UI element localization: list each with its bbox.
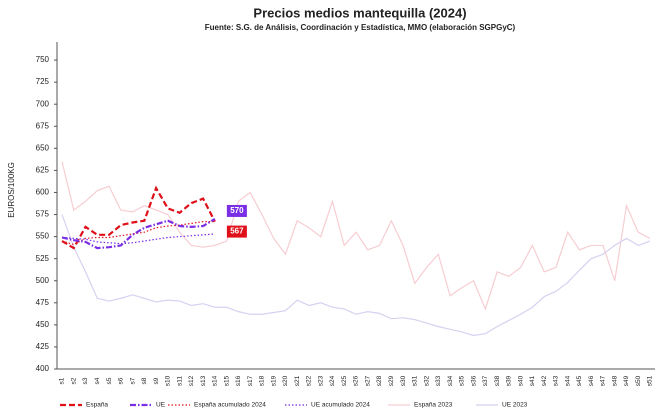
legend-label: España 2023 [414,402,453,409]
x-tick-label: s14 [212,375,219,386]
y-tick-label: 550 [36,232,50,241]
x-tick-label: s44 [564,375,571,386]
y-tick-label: 700 [36,99,50,108]
x-tick-label: s49 [623,375,630,386]
y-tick-label: 650 [36,143,50,152]
y-tick-label: 600 [36,188,50,197]
chart-title: Precios medios mantequilla (2024) [253,5,466,20]
x-tick-label: s13 [200,375,207,386]
x-tick-label: s8 [141,377,148,384]
x-tick-label: s9 [153,377,160,384]
y-tick-label: 675 [36,121,50,130]
x-tick-label: s51 [647,375,654,386]
x-tick-label: s40 [517,375,524,386]
x-tick-label: s50 [635,375,642,386]
x-tick-label: s41 [529,375,536,386]
x-tick-label: s24 [329,375,336,386]
y-tick-label: 750 [36,55,50,64]
y-tick-label: 725 [36,77,50,86]
x-tick-label: s46 [588,375,595,386]
series-line [61,220,215,246]
x-tick-label: s28 [376,375,383,386]
x-tick-label: s22 [306,375,313,386]
x-tick-label: s17 [247,375,254,386]
x-tick-label: s47 [600,375,607,386]
value-label-box [226,225,247,238]
x-tick-label: s11 [176,376,183,386]
x-tick-label: s19 [270,375,277,386]
x-tick-label: s42 [541,375,548,386]
x-tick-label: s25 [341,375,348,386]
x-tick-label: s3 [82,377,89,384]
x-tick-label: s16 [235,375,242,386]
x-tick-label: s36 [470,375,477,386]
x-tick-label: s26 [353,375,360,386]
x-tick-label: s10 [165,375,172,386]
series-line [61,161,651,311]
y-tick-label: 500 [36,276,50,285]
value-label: 570 [230,206,244,215]
y-tick-label: 425 [36,342,50,351]
x-tick-label: s30 [400,375,407,386]
x-tick-label: s7 [129,377,136,384]
x-tick-label: s27 [364,375,371,386]
x-tick-label: s35 [459,375,466,386]
x-tick-label: s31 [412,375,419,386]
x-tick-label: s4 [94,377,101,384]
x-tick-label: s34 [447,375,454,386]
y-tick-label: 525 [36,254,50,263]
y-axis-label: EUROS/100KG [7,162,16,218]
x-tick-label: s48 [611,375,618,386]
x-tick-label: s21 [294,375,301,386]
x-tick-label: s5 [106,377,113,384]
y-tick-label: 450 [36,320,50,329]
x-tick-label: s15 [223,375,230,386]
x-tick-label: s6 [118,377,125,384]
x-tick-label: s18 [259,375,266,386]
series-line [61,185,216,250]
value-label-box [226,204,247,217]
y-tick-label: 475 [36,298,50,307]
legend-label: UE 2023 [502,402,528,409]
x-tick-label: s43 [553,375,560,386]
value-label: 567 [230,227,244,236]
legend-label: España [86,402,108,409]
chart-subtitle: Fuente: S.G. de Análisis, Coordinación y… [205,23,516,32]
x-tick-label: s2 [70,377,77,384]
series-line [61,233,215,245]
x-tick-label: s45 [576,375,583,386]
y-tick-label: 575 [36,210,50,219]
series-line [61,218,216,250]
y-tick-label: 625 [36,166,50,175]
x-tick-label: s12 [188,375,195,386]
x-tick-label: s23 [317,375,324,386]
x-tick-label: s38 [494,375,501,386]
legend-label: UE acumulado 2024 [311,402,370,409]
x-tick-label: s33 [435,375,442,386]
x-tick-label: s39 [506,375,513,386]
legend-label: UE [156,402,166,409]
x-tick-label: s37 [482,375,489,386]
x-tick-label: s1 [59,377,66,384]
x-tick-label: s20 [282,375,289,386]
x-tick-label: s32 [423,375,430,386]
y-tick-label: 400 [36,364,50,373]
series-line [61,214,651,337]
x-tick-label: s29 [388,375,395,386]
legend-label: España acumulado 2024 [194,402,266,409]
